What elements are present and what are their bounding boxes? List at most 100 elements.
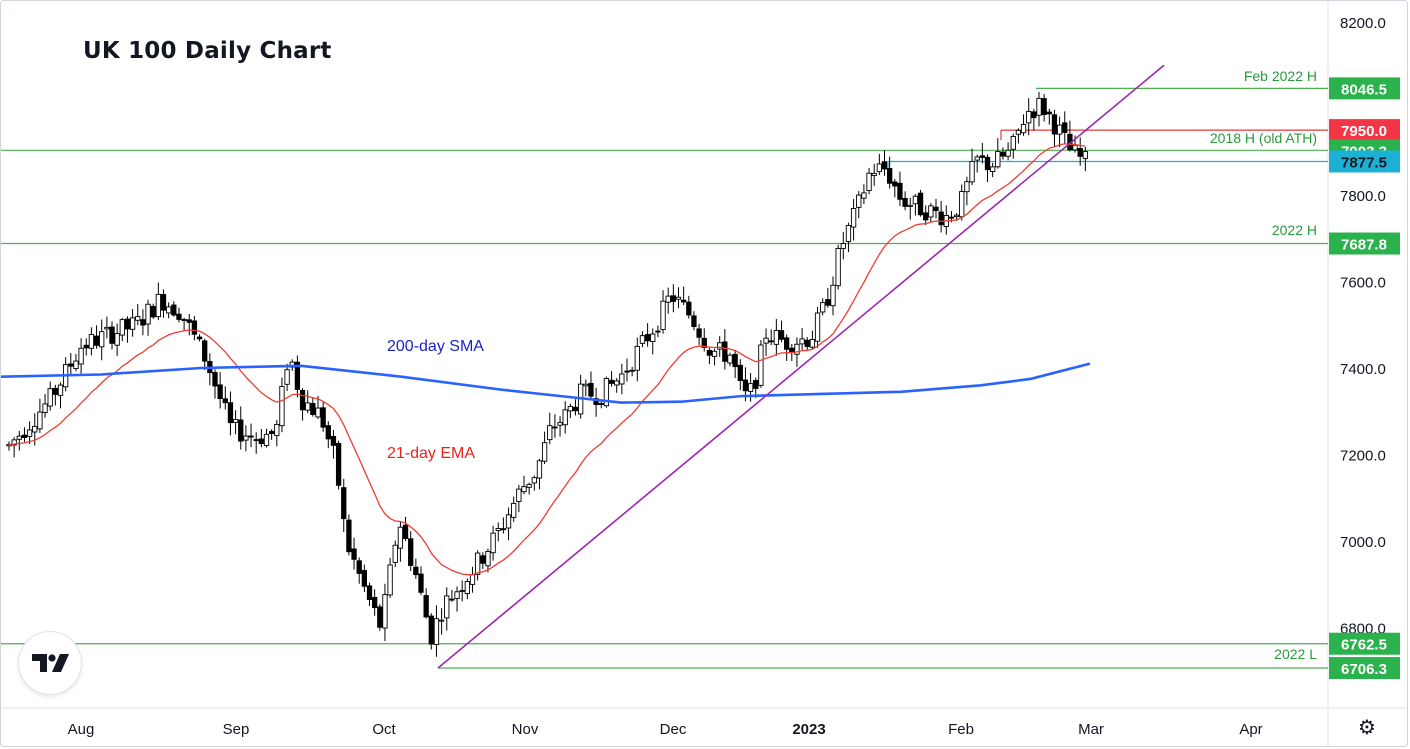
candle xyxy=(876,153,883,176)
y-tick-label: 7800.0 xyxy=(1340,188,1386,205)
candle xyxy=(387,557,393,598)
price-label-text: 8046.5 xyxy=(1341,81,1387,98)
candle xyxy=(541,431,548,464)
candle-body xyxy=(727,354,733,364)
candle xyxy=(696,323,702,345)
candle xyxy=(830,276,836,316)
candle-body xyxy=(562,409,568,426)
candle xyxy=(639,331,646,348)
candle xyxy=(335,440,342,490)
candle xyxy=(160,289,167,318)
candle-body xyxy=(114,333,120,346)
candle xyxy=(449,589,455,602)
candle xyxy=(310,397,316,417)
candle xyxy=(181,317,187,331)
x-tick-label: 2023 xyxy=(792,721,825,738)
gear-icon[interactable]: ⚙ xyxy=(1358,716,1376,739)
candle xyxy=(99,319,105,361)
candle-body xyxy=(299,390,306,411)
candle-body xyxy=(1041,98,1047,116)
candle-body xyxy=(1010,135,1016,150)
candle xyxy=(861,184,867,205)
candle-body xyxy=(856,194,862,208)
candle xyxy=(907,197,913,220)
candle xyxy=(269,429,275,440)
candle xyxy=(392,540,398,568)
candle-body xyxy=(953,214,960,218)
candle-body xyxy=(593,398,599,405)
candle-body xyxy=(480,555,486,564)
candle xyxy=(1077,137,1083,166)
candle-body xyxy=(928,205,934,218)
candle xyxy=(500,517,507,534)
annotation-label: 21-day EMA xyxy=(387,445,475,462)
candle-body xyxy=(768,340,774,343)
tradingview-logo-icon[interactable] xyxy=(19,632,81,694)
candle-body xyxy=(526,483,532,488)
candle xyxy=(52,384,59,406)
trendline xyxy=(437,64,1165,669)
price-label-text: 7950.0 xyxy=(1341,123,1387,140)
x-tick-label: Sep xyxy=(223,721,250,738)
candle xyxy=(104,316,110,339)
candle-body xyxy=(603,378,610,407)
candle xyxy=(624,358,630,382)
price-label-box xyxy=(1329,150,1400,173)
candle xyxy=(866,167,872,195)
price-label-box xyxy=(1329,632,1400,655)
x-tick-label: Apr xyxy=(1239,721,1262,738)
candle-body xyxy=(191,320,198,335)
candle xyxy=(675,287,682,309)
candle xyxy=(202,338,208,371)
candle-body xyxy=(588,382,594,397)
candle-body xyxy=(881,161,888,170)
price-axis[interactable]: 8200.07800.07600.07400.07200.07000.06800… xyxy=(1340,15,1386,638)
candle xyxy=(892,179,898,198)
candle-body xyxy=(176,313,182,320)
candle xyxy=(109,321,115,350)
candle xyxy=(660,290,666,334)
annotation-label: 200-day SMA xyxy=(387,338,484,355)
candle xyxy=(758,340,764,388)
annotation-label: 2022 H xyxy=(1272,222,1317,238)
candle-body xyxy=(387,564,393,596)
candle xyxy=(727,352,733,367)
candle-body xyxy=(335,442,342,486)
candle-body xyxy=(99,331,105,348)
candle xyxy=(732,350,738,378)
candle xyxy=(325,421,331,449)
candle-body xyxy=(784,337,790,350)
candle xyxy=(356,557,362,584)
candle xyxy=(603,376,610,408)
candle-body xyxy=(763,337,769,344)
candle xyxy=(418,566,424,596)
candle xyxy=(438,608,445,635)
candle-body xyxy=(912,195,919,205)
candle xyxy=(521,475,527,495)
candle-body xyxy=(681,299,687,303)
candle xyxy=(547,412,553,445)
candle-body xyxy=(269,430,275,434)
candle-body xyxy=(665,295,671,303)
candle xyxy=(583,379,589,397)
candle-body xyxy=(583,383,589,387)
candle-body xyxy=(624,370,630,373)
candle xyxy=(464,578,470,600)
candle xyxy=(217,372,223,409)
candle-body xyxy=(1077,148,1083,157)
candle xyxy=(588,371,594,400)
x-tick-label: Oct xyxy=(372,721,396,738)
candle xyxy=(377,604,383,631)
candle xyxy=(57,382,64,409)
candle-body xyxy=(83,344,89,349)
candle-body xyxy=(691,315,697,328)
candle-body xyxy=(361,569,367,587)
candle xyxy=(711,348,718,366)
candle xyxy=(655,325,661,338)
candle xyxy=(155,282,161,321)
price-label-text: 7877.5 xyxy=(1341,154,1387,171)
time-axis[interactable]: Aug Sep Oct Nov Dec 2023 Feb Mar Apr xyxy=(68,721,1263,738)
candle-body xyxy=(742,379,749,392)
candle xyxy=(26,421,33,445)
